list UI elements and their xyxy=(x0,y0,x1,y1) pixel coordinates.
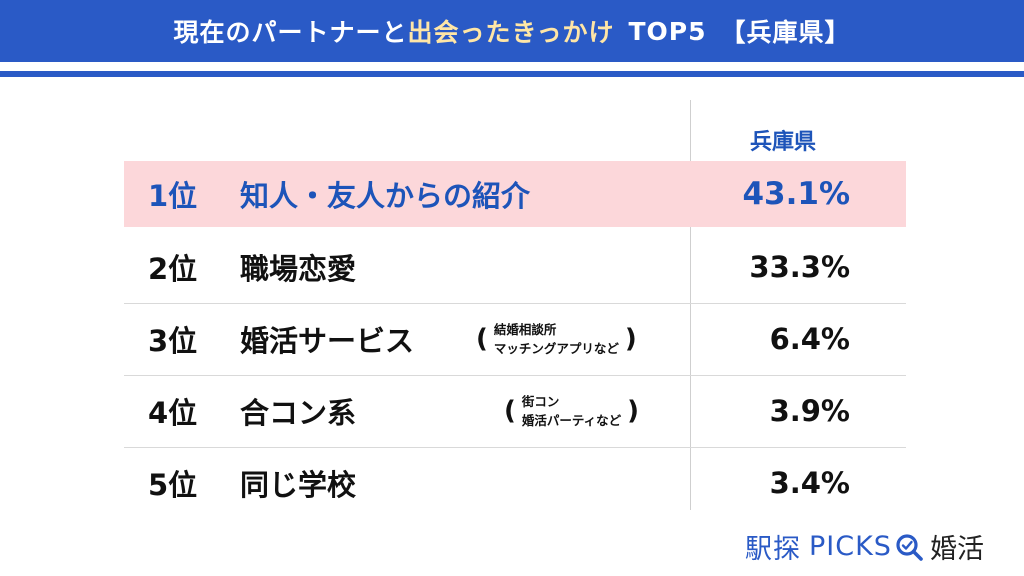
table-row-5: 5位 同じ学校 3.4% xyxy=(124,447,906,519)
rank-label: 3位 xyxy=(148,324,198,358)
rank-label: 5位 xyxy=(148,468,198,502)
table-row-1: 1位 知人・友人からの紹介 43.1% xyxy=(124,161,906,227)
brand-logo: 駅探 PICKS 婚活 xyxy=(745,527,984,566)
percent-value: 3.9% xyxy=(769,394,850,428)
title-top: TOP5 xyxy=(628,16,707,46)
note-line-1: 結婚相談所 xyxy=(493,322,557,337)
open-paren: ( xyxy=(504,396,516,426)
title-part1: 現在のパートナーと xyxy=(173,18,408,47)
rank-label: 2位 xyxy=(148,252,198,286)
percent-value: 43.1% xyxy=(742,176,850,212)
table-row-3: 3位 婚活サービス ( 結婚相談所 マッチングアプリなど ) 6.4% xyxy=(124,303,906,376)
note-line-2: 婚活パーティなど xyxy=(521,413,622,428)
category-label: 同じ学校 xyxy=(240,468,357,502)
category-label: 婚活サービス xyxy=(240,324,415,358)
category-label: 知人・友人からの紹介 xyxy=(240,179,531,213)
note-line-2: マッチングアプリなど xyxy=(493,341,619,356)
open-paren: ( xyxy=(476,324,488,354)
note-line-1: 街コン xyxy=(521,394,560,409)
brand-suffix: 婚活 xyxy=(929,534,984,565)
title-banner: 現在のパートナーと 出会ったきっかけ TOP5 【兵庫県】 xyxy=(0,0,1024,62)
table-row-2: 2位 職場恋愛 33.3% xyxy=(124,231,906,304)
rank-label: 1位 xyxy=(148,179,198,213)
category-note: ( 結婚相談所 マッチングアプリなど ) xyxy=(476,303,637,375)
rank-label: 4位 xyxy=(148,396,198,430)
category-label: 合コン系 xyxy=(240,396,357,430)
column-header: 兵庫県 xyxy=(749,130,816,155)
magnifier-icon xyxy=(896,533,923,561)
percent-value: 3.4% xyxy=(769,466,850,500)
column-divider xyxy=(690,100,691,510)
brand-en: PICKS xyxy=(809,531,892,562)
percent-value: 6.4% xyxy=(769,322,850,356)
title-region: 【兵庫県】 xyxy=(720,18,851,47)
close-paren: ) xyxy=(627,396,640,426)
category-label: 職場恋愛 xyxy=(240,252,357,286)
close-paren: ) xyxy=(624,324,637,354)
brand-jp: 駅探 xyxy=(745,534,801,565)
category-note: ( 街コン 婚活パーティなど ) xyxy=(504,375,639,447)
table-row-4: 4位 合コン系 ( 街コン 婚活パーティなど ) 3.9% xyxy=(124,375,906,448)
header-underline xyxy=(0,71,1024,77)
title-highlight: 出会ったきっかけ xyxy=(407,18,615,47)
percent-value: 33.3% xyxy=(749,250,850,284)
